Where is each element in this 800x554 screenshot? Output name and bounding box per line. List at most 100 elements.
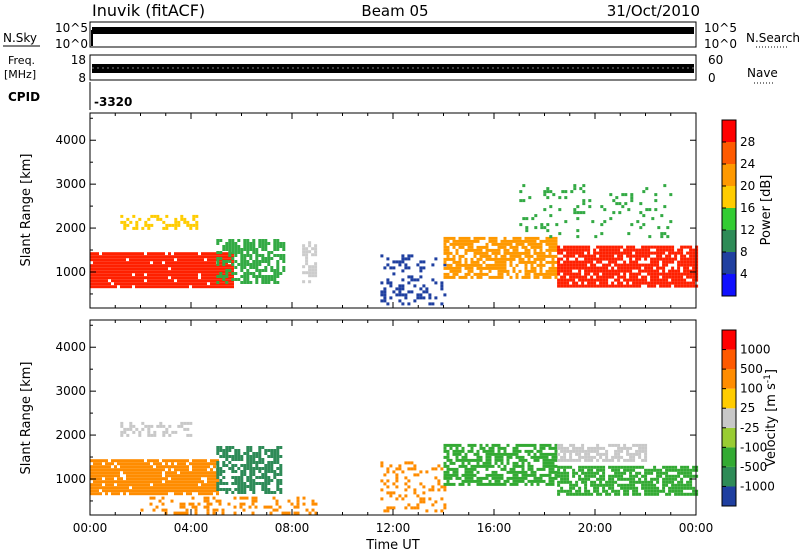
- data-cell: [524, 458, 528, 462]
- data-cell: [476, 272, 480, 276]
- data-cell: [467, 248, 471, 252]
- data-cell: [246, 251, 250, 254]
- data-cell: [105, 468, 108, 472]
- data-cell: [186, 427, 190, 431]
- data-cell: [644, 455, 648, 459]
- data-cell: [237, 491, 241, 494]
- data-cell: [123, 258, 126, 262]
- nsky-trace: [91, 27, 694, 46]
- data-cell: [395, 293, 399, 297]
- data-cell: [491, 242, 495, 246]
- data-cell: [120, 255, 123, 259]
- data-cell: [183, 477, 186, 481]
- data-cell: [674, 281, 678, 285]
- data-cell: [569, 284, 573, 288]
- data-cell: [590, 455, 594, 459]
- data-cell: [261, 242, 265, 245]
- data-cell: [296, 496, 300, 500]
- data-cell: [192, 223, 196, 227]
- data-cell: [156, 255, 159, 259]
- data-cell: [621, 193, 625, 197]
- data-cell: [144, 220, 148, 224]
- data-cell: [674, 254, 678, 258]
- data-cell: [135, 427, 139, 431]
- data-cell: [264, 464, 268, 467]
- data-cell: [264, 248, 268, 251]
- data-cell: [204, 270, 207, 274]
- data-cell: [533, 458, 537, 462]
- data-cell: [126, 261, 129, 265]
- data-cell: [542, 257, 546, 261]
- data-cell: [249, 461, 253, 464]
- data-cell: [572, 278, 576, 282]
- data-cell: [219, 446, 223, 449]
- data-cell: [222, 282, 225, 286]
- data-cell: [111, 480, 114, 484]
- data-cell: [210, 273, 213, 277]
- data-cell: [683, 272, 687, 276]
- data-cell: [195, 214, 199, 218]
- data-cell: [479, 455, 483, 459]
- data-cell: [581, 254, 585, 258]
- data-cell: [626, 465, 630, 469]
- data-cell: [246, 449, 250, 452]
- data-cell: [219, 482, 223, 485]
- data-cell: [150, 486, 153, 490]
- data-cell: [629, 275, 633, 279]
- data-cell: [222, 275, 226, 278]
- data-cell: [677, 260, 681, 264]
- data-cell: [545, 239, 549, 243]
- data-cell: [494, 236, 498, 240]
- data-cell: [545, 272, 549, 276]
- data-cell: [602, 254, 606, 258]
- data-cell: [635, 248, 639, 252]
- data-cell: [219, 455, 223, 458]
- data-cell: [219, 285, 222, 289]
- data-cell: [644, 458, 648, 462]
- data-cell: [548, 482, 552, 486]
- data-cell: [386, 491, 390, 495]
- data-cell: [228, 285, 231, 289]
- data-cell: [206, 508, 210, 512]
- data-cell: [135, 474, 138, 478]
- data-cell: [231, 267, 234, 271]
- data-cell: [626, 446, 630, 450]
- data-cell: [165, 282, 168, 286]
- data-cell: [668, 284, 672, 288]
- data-cell: [147, 424, 151, 428]
- data-cell: [680, 260, 684, 264]
- data-cell: [599, 245, 603, 249]
- data-cell: [249, 248, 253, 251]
- data-cell: [596, 446, 600, 450]
- data-cell: [665, 257, 669, 261]
- data-cell: [611, 260, 615, 264]
- data-cell: [138, 433, 142, 437]
- data-cell: [177, 480, 180, 484]
- colorbar-swatch: [722, 274, 736, 296]
- data-cell: [560, 449, 564, 453]
- data-cell: [657, 226, 661, 230]
- data-cell: [252, 272, 256, 275]
- data-cell: [114, 258, 117, 262]
- data-cell: [165, 214, 169, 218]
- data-cell: [228, 455, 232, 458]
- data-cell: [311, 253, 315, 257]
- data-cell: [449, 473, 453, 477]
- data-cell: [141, 261, 144, 265]
- data-cell: [147, 489, 150, 493]
- data-cell: [195, 483, 198, 487]
- data-cell: [581, 266, 585, 270]
- data-cell: [434, 500, 438, 504]
- data-cell: [651, 217, 655, 221]
- data-cell: [695, 257, 699, 261]
- data-cell: [512, 479, 516, 483]
- y-tick-label: 1000: [55, 472, 86, 486]
- data-cell: [665, 260, 669, 264]
- data-cell: [494, 455, 498, 459]
- data-cell: [695, 263, 699, 267]
- data-cell: [485, 482, 489, 486]
- data-cell: [210, 483, 213, 487]
- data-cell: [150, 258, 153, 262]
- data-cell: [255, 467, 259, 470]
- data-cell: [614, 480, 618, 484]
